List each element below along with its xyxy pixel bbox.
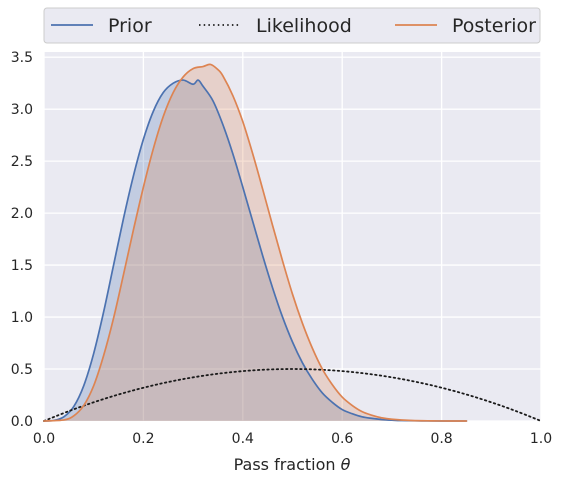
series-lines (43, 63, 542, 422)
x-tick-label: 0.4 (232, 431, 254, 447)
x-tick-label: 0.0 (33, 431, 55, 447)
x-tick-label: 1.0 (530, 431, 552, 447)
prior-line (43, 79, 468, 422)
x-axis-label-text: Pass fraction (234, 455, 336, 474)
legend-label-posterior: Posterior (452, 15, 536, 37)
x-tick-labels: 0.0 0.2 0.4 0.6 0.8 1.0 (33, 431, 552, 447)
y-tick-label: 1.0 (11, 310, 33, 326)
x-axis-label-symbol: θ (341, 455, 351, 474)
y-tick-label: 1.5 (11, 258, 33, 274)
y-tick-label: 3.5 (11, 50, 33, 66)
grid (43, 52, 542, 422)
plot-background (44, 52, 541, 421)
legend: Prior Likelihood Posterior (43, 7, 541, 44)
y-tick-label: 0.0 (11, 414, 33, 430)
legend-label-prior: Prior (108, 15, 152, 37)
posterior-line (43, 63, 468, 422)
x-tick-label: 0.2 (132, 431, 154, 447)
legend-label-likelihood: Likelihood (256, 15, 352, 37)
y-tick-labels: 0.0 0.5 1.0 1.5 2.0 2.5 3.0 3.5 (11, 50, 33, 430)
posterior-area (44, 64, 467, 422)
x-axis-label: Pass fraction θ (234, 455, 351, 474)
x-tick-label: 0.8 (430, 431, 452, 447)
legend-box (43, 7, 541, 44)
x-tick-label: 0.6 (331, 431, 353, 447)
y-tick-label: 2.0 (11, 206, 33, 222)
y-tick-label: 3.0 (11, 102, 33, 118)
likelihood-line (43, 368, 542, 422)
y-tick-label: 0.5 (11, 362, 33, 378)
y-tick-label: 2.5 (11, 154, 33, 170)
